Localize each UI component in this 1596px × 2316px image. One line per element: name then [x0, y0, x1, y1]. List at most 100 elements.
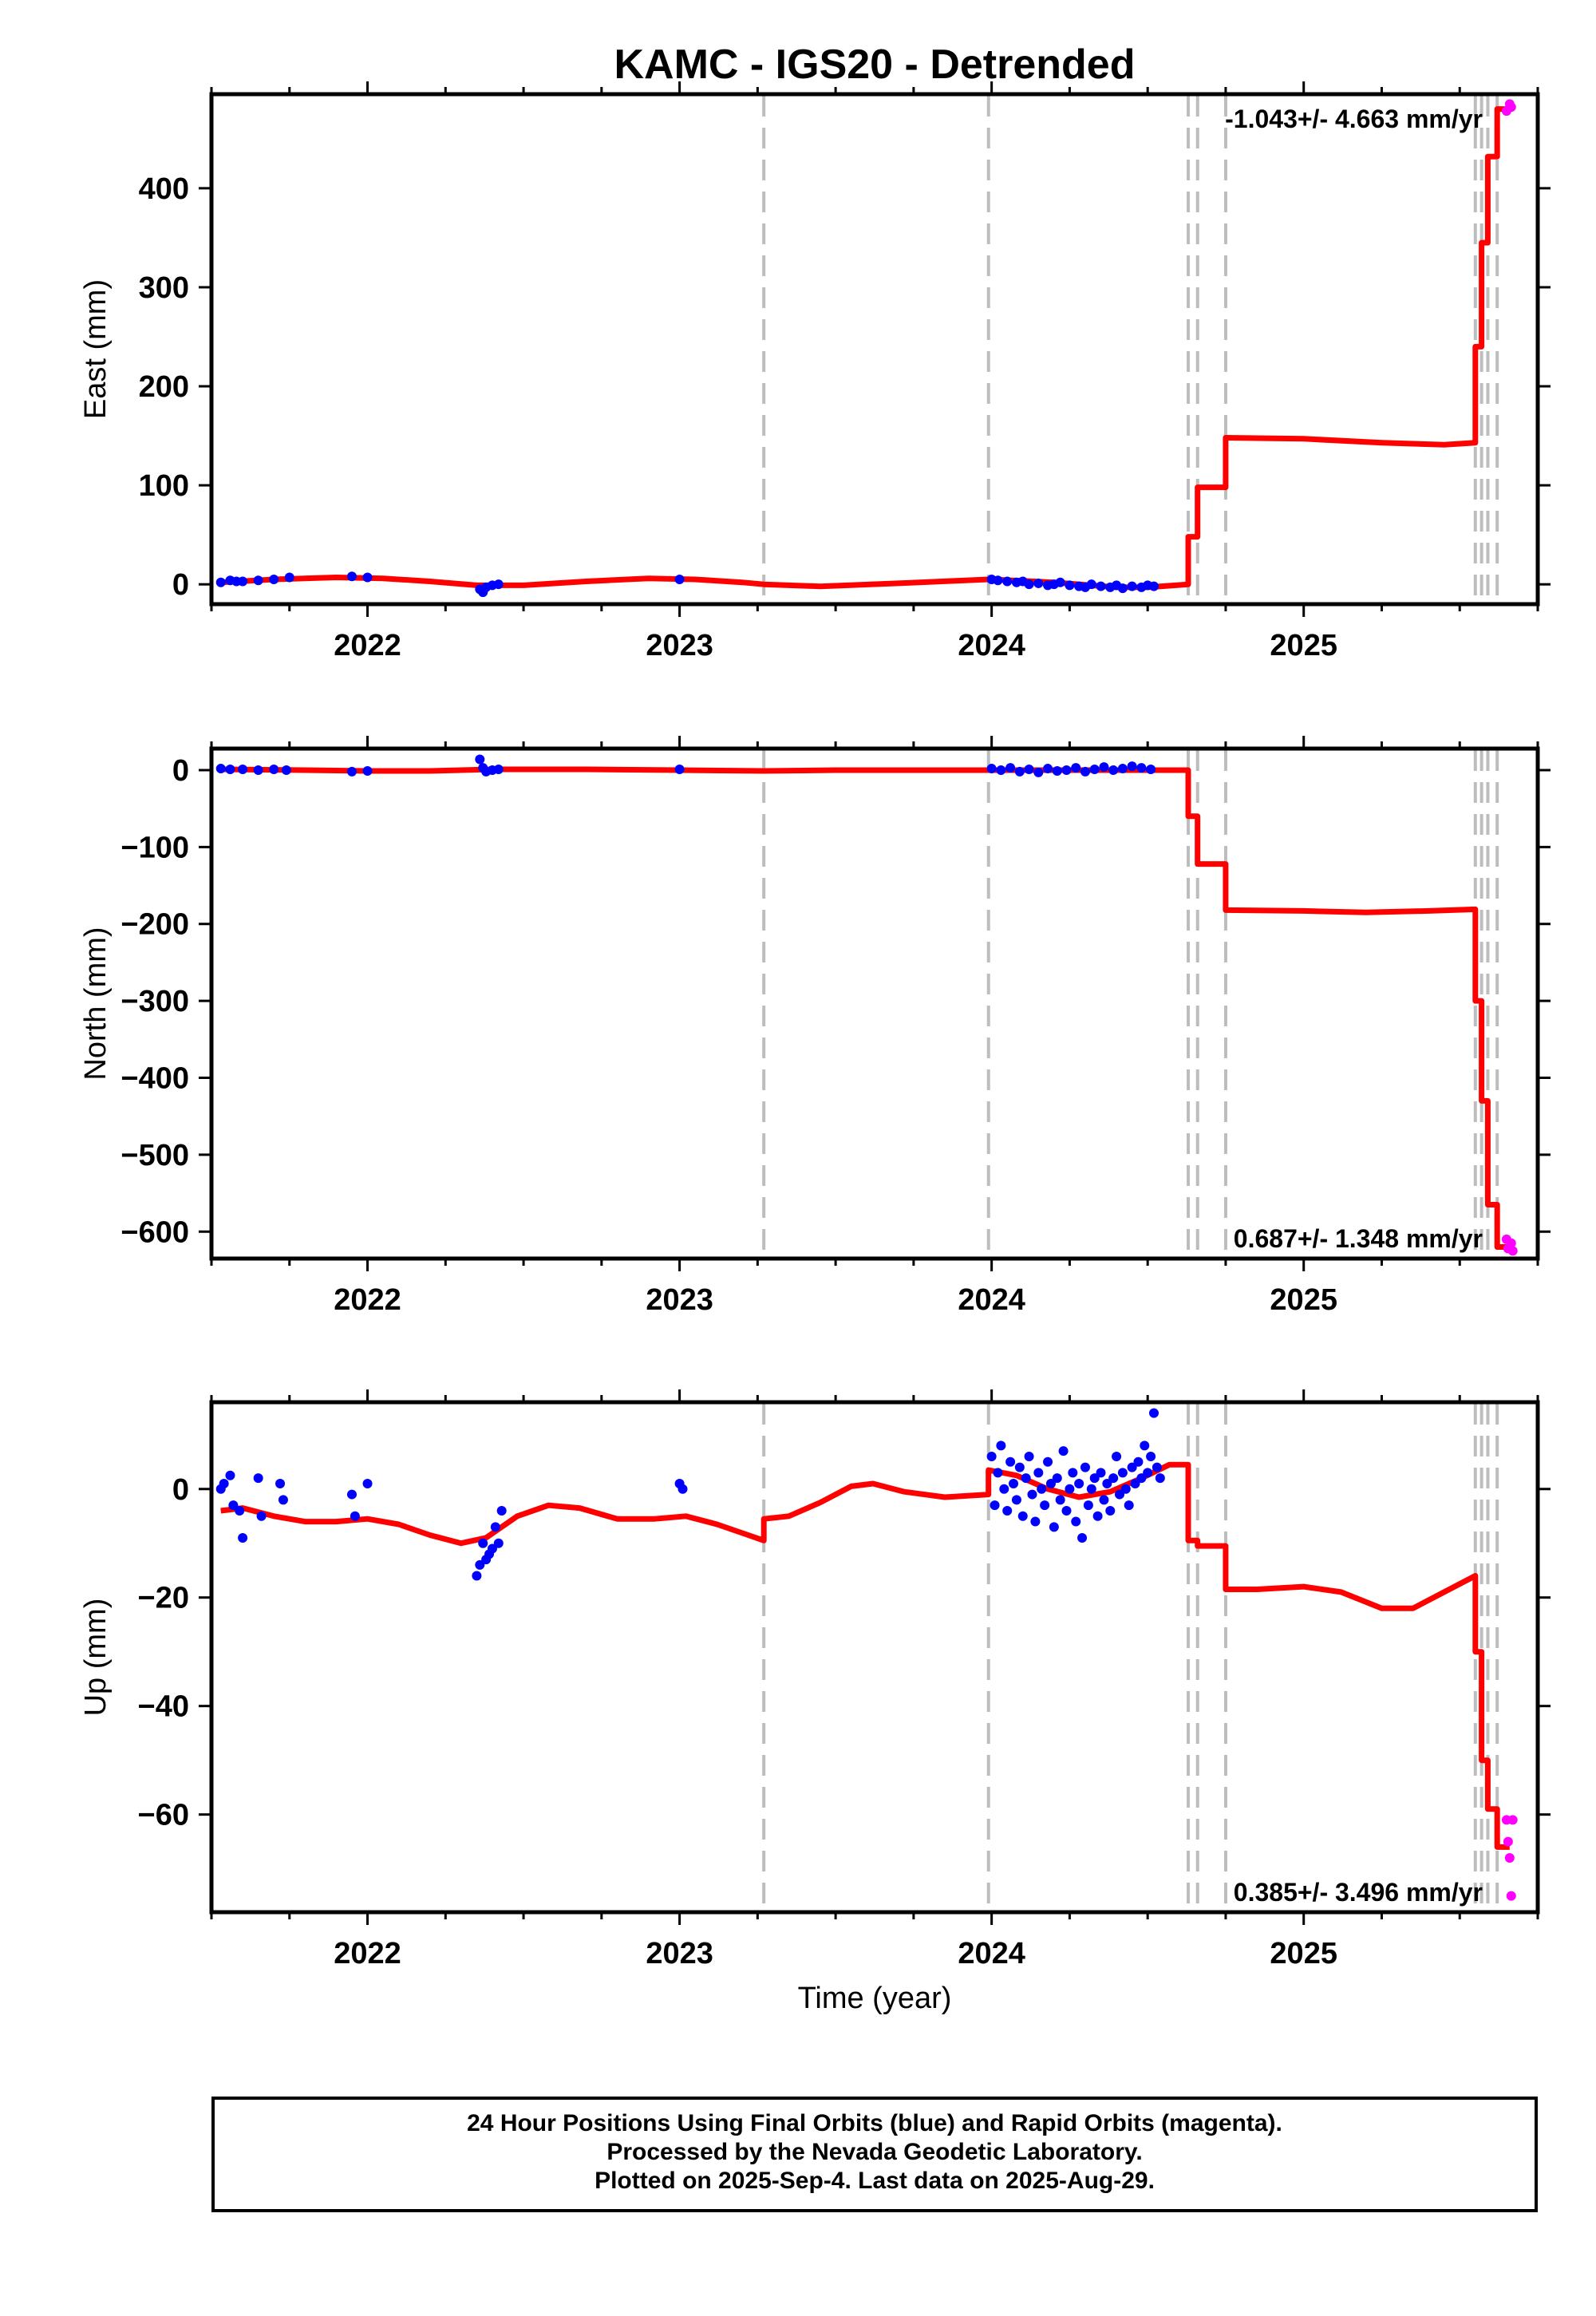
north-y-tick-label: 0	[172, 754, 189, 788]
north-final-point	[225, 765, 235, 775]
up-final-point	[1083, 1500, 1093, 1511]
east-final-point	[674, 574, 685, 584]
up-final-point	[253, 1473, 263, 1484]
north-final-point	[475, 754, 485, 765]
north-final-point	[253, 765, 263, 775]
x-axis-label: Time (year)	[798, 1982, 952, 2015]
up-final-point	[496, 1505, 507, 1516]
north-final-point	[1071, 763, 1081, 773]
up-final-point	[1030, 1516, 1041, 1527]
up-final-point	[986, 1451, 997, 1461]
north-final-point	[1117, 764, 1128, 774]
footer-line-3: Plotted on 2025-Sep-4. Last data on 2025…	[595, 2168, 1155, 2194]
up-final-point	[1102, 1478, 1112, 1488]
up-final-point	[1155, 1473, 1165, 1484]
up-final-point	[1009, 1478, 1019, 1488]
north-final-point	[1014, 766, 1025, 777]
north-final-point	[238, 765, 248, 775]
east-x-tick-label: 2022	[334, 629, 401, 662]
north-x-tick-label: 2022	[334, 1283, 401, 1317]
north-final-point	[1024, 765, 1034, 775]
up-final-point	[1040, 1500, 1050, 1511]
up-final-point	[278, 1495, 288, 1505]
east-final-point	[1117, 583, 1128, 594]
north-final-point	[269, 765, 279, 775]
up-final-point	[1014, 1462, 1025, 1472]
north-final-point	[1136, 763, 1147, 773]
east-final-point	[1086, 579, 1096, 590]
north-final-point	[1033, 767, 1044, 777]
up-final-point	[1005, 1456, 1016, 1467]
up-final-point	[350, 1511, 360, 1521]
footer-line-2: Processed by the Nevada Geodetic Laborat…	[606, 2139, 1143, 2165]
up-final-point	[1068, 1468, 1078, 1478]
north-final-point	[1108, 765, 1119, 775]
up-x-tick-label: 2023	[646, 1937, 713, 1970]
up-final-point	[1037, 1484, 1047, 1494]
up-final-point	[1061, 1505, 1072, 1516]
north-model-line	[220, 766, 1510, 1250]
east-y-tick-label: 200	[139, 370, 189, 404]
up-final-point	[1108, 1473, 1119, 1484]
north-final-point	[674, 765, 685, 775]
up-final-point	[1120, 1484, 1131, 1494]
up-final-point	[256, 1511, 267, 1521]
north-final-point	[362, 765, 373, 776]
up-final-point	[1043, 1456, 1053, 1467]
up-final-point	[1058, 1446, 1069, 1456]
north-final-point	[996, 765, 1006, 775]
east-y-axis-label: East (mm)	[79, 279, 113, 419]
east-final-point	[1127, 581, 1137, 591]
up-y-tick-label: −40	[138, 1690, 189, 1724]
up-x-tick-label: 2025	[1270, 1937, 1337, 1970]
chart-panels: 2022 2023 2024 2025 0 100 200 300 400 East (mm) -1…	[79, 81, 1551, 1970]
up-final-point	[235, 1505, 245, 1516]
north-final-point	[215, 764, 226, 774]
east-final-point	[269, 574, 279, 584]
north-x-tick-label: 2023	[646, 1283, 713, 1317]
up-final-point	[1021, 1473, 1031, 1484]
up-rapid-point	[1503, 1836, 1513, 1847]
up-y-axis-label: Up (mm)	[79, 1599, 113, 1717]
up-final-point	[1096, 1468, 1106, 1478]
up-final-point	[1114, 1489, 1124, 1500]
up-final-point	[1055, 1495, 1065, 1505]
up-final-point	[1117, 1468, 1128, 1478]
up-final-point	[996, 1441, 1006, 1451]
east-final-point	[993, 575, 1003, 586]
up-final-point	[1105, 1505, 1116, 1516]
east-y-tick-label: 100	[139, 469, 189, 503]
up-x-tick-label: 2022	[334, 1937, 401, 1970]
up-final-point	[225, 1470, 235, 1480]
east-y-tick-label: 300	[139, 271, 189, 305]
up-final-point	[1017, 1511, 1028, 1521]
east-final-point	[1065, 580, 1075, 591]
up-final-point	[1071, 1516, 1081, 1527]
up-final-point	[1127, 1462, 1137, 1472]
up-final-point	[990, 1500, 1000, 1511]
north-final-point	[1089, 765, 1100, 775]
up-final-point	[1140, 1441, 1150, 1451]
up-final-point	[1052, 1473, 1062, 1484]
up-final-point	[1136, 1473, 1147, 1484]
east-y-tick-label: 0	[172, 568, 189, 602]
up-final-point	[1065, 1484, 1075, 1494]
up-y-tick-label: 0	[172, 1473, 189, 1507]
north-final-point	[1052, 765, 1062, 776]
north-final-point	[1061, 765, 1072, 775]
north-y-tick-label: −600	[120, 1215, 189, 1249]
north-final-point	[1080, 766, 1090, 777]
up-final-point	[678, 1484, 688, 1494]
up-final-point	[472, 1571, 482, 1581]
up-final-point	[1011, 1495, 1021, 1505]
north-x-tick-label: 2024	[958, 1283, 1025, 1317]
up-final-point	[1089, 1473, 1100, 1484]
up-final-point	[487, 1543, 497, 1554]
up-final-point	[490, 1522, 500, 1532]
panel-up: 2022 2023 2024 2025 0 −20 −40 −60 Up (mm) 0.385+/…	[79, 1389, 1551, 1970]
up-final-point	[1099, 1495, 1109, 1505]
chart-title: KAMC - IGS20 - Detrended	[614, 41, 1136, 88]
up-model-line	[220, 1461, 1510, 1850]
east-final-point	[1002, 576, 1013, 587]
east-final-point	[493, 579, 504, 590]
